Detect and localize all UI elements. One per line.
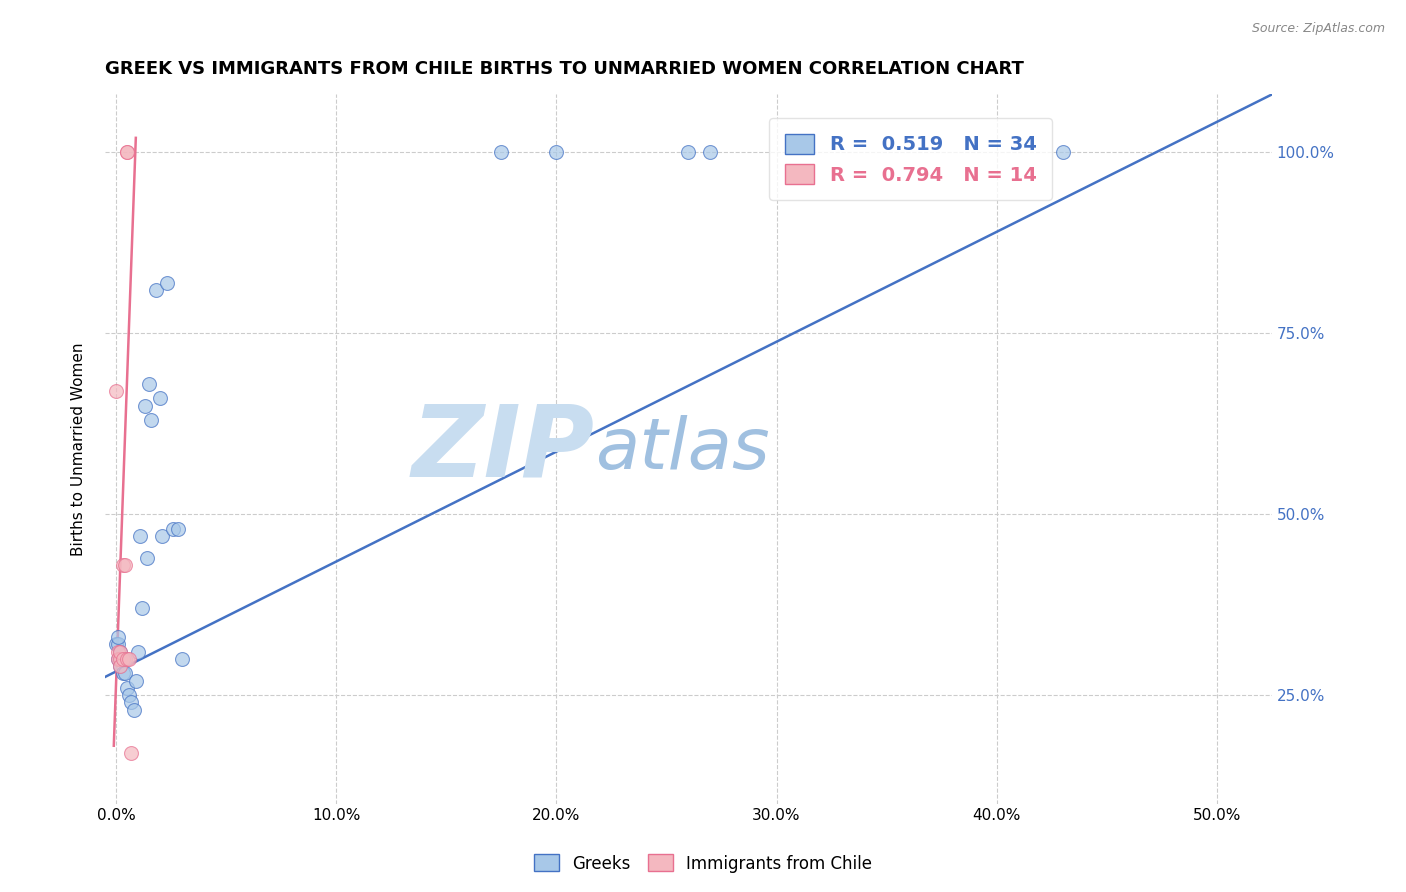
Point	[111, 652, 134, 666]
Legend: Greeks, Immigrants from Chile: Greeks, Immigrants from Chile	[527, 847, 879, 880]
Point	[1052, 145, 1074, 160]
Point	[120, 695, 142, 709]
Point	[107, 645, 129, 659]
Point	[110, 652, 132, 666]
Point	[491, 145, 513, 160]
Point	[122, 702, 145, 716]
Point	[120, 746, 142, 760]
Point	[110, 659, 132, 673]
Point	[118, 652, 141, 666]
Point	[114, 666, 136, 681]
Point	[110, 659, 132, 673]
Point	[131, 601, 153, 615]
Point	[114, 558, 136, 572]
Point	[149, 392, 172, 406]
Point	[699, 145, 721, 160]
Point	[145, 283, 167, 297]
Point	[114, 652, 136, 666]
Text: atlas: atlas	[595, 415, 769, 483]
Point	[127, 645, 149, 659]
Point	[162, 522, 184, 536]
Point	[107, 652, 129, 666]
Point	[150, 529, 173, 543]
Point	[105, 637, 128, 651]
Point	[111, 666, 134, 681]
Point	[678, 145, 700, 160]
Point	[110, 645, 132, 659]
Point	[138, 376, 160, 391]
Point	[156, 276, 179, 290]
Point	[111, 652, 134, 666]
Point	[170, 652, 193, 666]
Text: GREEK VS IMMIGRANTS FROM CHILE BIRTHS TO UNMARRIED WOMEN CORRELATION CHART: GREEK VS IMMIGRANTS FROM CHILE BIRTHS TO…	[105, 60, 1024, 78]
Point	[107, 637, 129, 651]
Point	[110, 645, 132, 659]
Point	[135, 550, 157, 565]
Point	[107, 630, 129, 644]
Point	[141, 413, 163, 427]
Point	[115, 145, 138, 160]
Text: Source: ZipAtlas.com: Source: ZipAtlas.com	[1251, 22, 1385, 36]
Point	[546, 145, 568, 160]
Text: ZIP: ZIP	[412, 401, 595, 498]
Point	[115, 652, 138, 666]
Y-axis label: Births to Unmarried Women: Births to Unmarried Women	[72, 343, 86, 556]
Point	[125, 673, 148, 688]
Point	[134, 399, 156, 413]
Point	[115, 145, 138, 160]
Point	[166, 522, 188, 536]
Point	[107, 652, 129, 666]
Point	[111, 558, 134, 572]
Point	[118, 688, 141, 702]
Point	[115, 681, 138, 695]
Legend: R =  0.519   N = 34, R =  0.794   N = 14: R = 0.519 N = 34, R = 0.794 N = 14	[769, 119, 1052, 200]
Point	[129, 529, 152, 543]
Point	[105, 384, 128, 398]
